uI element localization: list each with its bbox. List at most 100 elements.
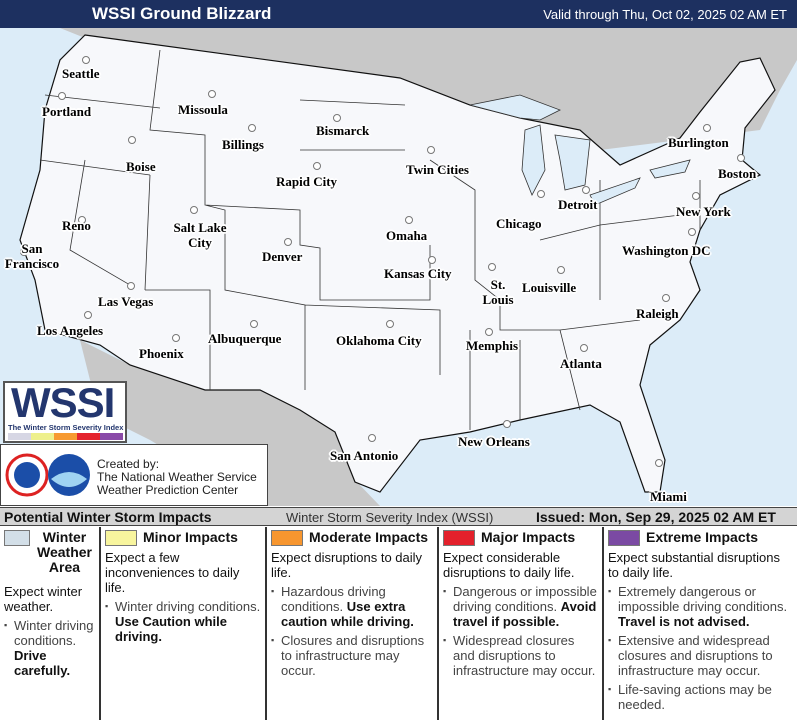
city-dot (248, 124, 256, 132)
city-dot (78, 216, 86, 224)
city-label: San Francisco (4, 241, 60, 271)
bullet-text: Dangerous or impossible driving conditio… (453, 584, 597, 614)
legend-label: Major Impacts (481, 529, 576, 545)
city-dot (250, 320, 258, 328)
legend-bullet: Life-saving actions may be needed. (608, 682, 793, 712)
legend-category: Major Impacts (443, 530, 598, 546)
city-dot (284, 238, 292, 246)
legend-bullet: Dangerous or impossible driving conditio… (443, 584, 598, 629)
city-label: Portland (42, 104, 92, 119)
city-dot (488, 263, 496, 271)
issued-time: Issued: Mon, Sep 29, 2025 02 AM ET (536, 509, 776, 525)
bullet-emphasis: Avoid travel if possible. (453, 599, 597, 629)
legend-title: Potential Winter Storm Impacts (4, 509, 212, 525)
map[interactable]: Seattle Portland Missoula Boise Billings Bism… (0, 28, 797, 506)
legend-swatch (105, 530, 137, 546)
city-label: Seattle (62, 66, 100, 81)
city-dot (20, 248, 28, 256)
legend-label: Moderate Impacts (309, 529, 429, 545)
logo-text: WSSI (11, 381, 115, 426)
legend-bullet: Winter driving conditions. Drive careful… (4, 618, 95, 678)
bullet-text: Winter driving conditions. (115, 599, 261, 614)
legend-swatch (443, 530, 475, 546)
map-title: WSSI Ground Blizzard (92, 4, 272, 23)
legend-swatch (271, 530, 303, 546)
bullet-text: Life-saving actions may be needed. (618, 682, 772, 712)
city-label: Chicago (496, 216, 542, 231)
legend-bullet: Widespread closures and disruptions to i… (443, 633, 598, 678)
great-lakes (469, 94, 691, 206)
city-label: New Orleans (458, 434, 530, 449)
city-label: Twin Cities (406, 162, 469, 177)
credit-line: Weather Prediction Center (97, 483, 239, 497)
city-dot (662, 294, 670, 302)
logo-color-swatch (54, 433, 77, 440)
bullet-text: Extensive and widespread closures and di… (618, 633, 773, 678)
legend-bullet: Extremely dangerous or impossible drivin… (608, 584, 793, 629)
legend-swatch (4, 530, 30, 546)
legend-bullet: Extensive and widespread closures and di… (608, 633, 793, 678)
city-dot (580, 344, 588, 352)
credit-text: Created by: The National Weather Service… (97, 458, 257, 497)
bullet-text: Widespread closures and disruptions to i… (453, 633, 596, 678)
logo-color-swatch (8, 433, 31, 440)
city-dot (333, 114, 341, 122)
city-label: Phoenix (139, 346, 184, 361)
city-label: Albuquerque (208, 331, 282, 346)
state-borders (39, 49, 701, 430)
city-dot (703, 124, 711, 132)
legend-bullet: Winter driving conditions. Use Caution w… (105, 599, 261, 644)
city-dot (172, 334, 180, 342)
city-label: Miami (650, 489, 687, 504)
city-dot (503, 420, 511, 428)
legend-label: Winter Weather Area (37, 530, 92, 575)
legend-expectation: Expect winter weather. (4, 584, 83, 614)
title-bar: WSSI Ground Blizzard Valid through Thu, … (0, 0, 797, 28)
city-label: Washington DC (622, 243, 711, 258)
city-label: Raleigh (636, 306, 679, 321)
credit-box: Created by: The National Weather Service… (0, 444, 268, 506)
legend-column: Minor Impacts Expect a few inconveniences… (99, 527, 265, 720)
canada-land (0, 28, 797, 150)
legend-expectation: Expect substantial disruptions to daily … (608, 550, 780, 580)
city-dot (427, 146, 435, 154)
legend-expectation: Expect a few inconveniences to daily lif… (105, 550, 240, 595)
city-dot (208, 90, 216, 98)
city-label: Louisville (522, 280, 577, 295)
legend-column: Moderate Impacts Expect disruptions to da… (265, 527, 437, 720)
bullet-emphasis: Drive carefully. (14, 648, 71, 678)
city-dot (737, 154, 745, 162)
city-label: San Antonio (330, 448, 399, 463)
legend-category: Minor Impacts (105, 530, 261, 546)
legend-label: Minor Impacts (143, 529, 238, 545)
city-label: Rapid City (276, 174, 338, 189)
agency-logos (5, 453, 90, 497)
city-dot (485, 328, 493, 336)
city-label: Billings (222, 137, 264, 152)
city-dot (127, 282, 135, 290)
city-label: Los Angeles (37, 323, 104, 338)
legend-category: Winter Weather Area (4, 530, 95, 580)
legend-bullet: Hazardous driving conditions. Use extra … (271, 584, 433, 629)
city-dot (386, 320, 394, 328)
city-dot (688, 228, 696, 236)
bullet-emphasis: Use Caution while driving. (115, 614, 227, 644)
city-dot (655, 459, 663, 467)
legend-header: Potential Winter Storm Impacts Winter St… (0, 507, 797, 526)
legend-label: Extreme Impacts (646, 529, 759, 545)
city-label: Memphis (466, 338, 518, 353)
city-label: Oklahoma City (336, 333, 422, 348)
map-shapes (0, 28, 797, 506)
city-dot (537, 190, 545, 198)
city-label: St. Louis (482, 277, 514, 307)
legend-expectation: Expect disruptions to daily life. (271, 550, 423, 580)
bullet-emphasis: Use extra caution while driving. (281, 599, 414, 629)
city-dot (128, 136, 136, 144)
city-label: Reno (62, 218, 91, 233)
bullet-emphasis: Travel is not advised. (618, 614, 750, 629)
legend-column: Extreme Impacts Expect substantial disrup… (602, 527, 797, 720)
city-dot (557, 266, 565, 274)
city-label: Bismarck (316, 123, 370, 138)
logo-color-swatch (31, 433, 54, 440)
city-label: Detroit (558, 197, 598, 212)
